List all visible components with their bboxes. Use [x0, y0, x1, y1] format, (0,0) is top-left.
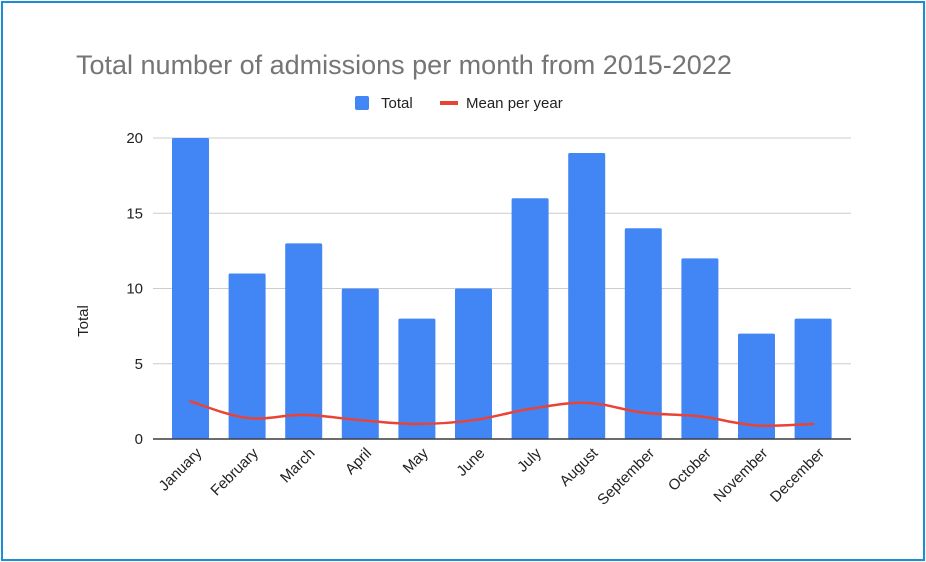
- x-tick-label-december: December: [767, 445, 828, 506]
- y-axis-title: Total: [75, 305, 92, 337]
- y-tick-label: 0: [135, 431, 143, 448]
- bar-september: [624, 228, 662, 439]
- x-tick-labels: January February March April May June July Augu…: [156, 444, 828, 508]
- bar-july: [511, 198, 549, 439]
- x-tick-label-june: June: [453, 445, 488, 480]
- mean-per-year-line: [189, 400, 815, 428]
- x-tick-label-april: April: [342, 445, 375, 478]
- bar-june: [455, 288, 492, 439]
- bar-may: [398, 318, 436, 439]
- x-tick-label-august: August: [556, 444, 602, 490]
- x-tick-label-september: September: [594, 445, 658, 509]
- x-tick-label-january: January: [156, 444, 206, 494]
- bar-november: [738, 333, 775, 439]
- y-tick-label: 15: [126, 205, 143, 222]
- y-tick-label: 5: [135, 356, 143, 373]
- x-tick-label-february: February: [207, 444, 262, 499]
- bar-series: [153, 138, 851, 440]
- legend-swatch-total: [355, 96, 369, 110]
- x-tick-label-may: May: [400, 444, 432, 476]
- x-tick-label-november: November: [710, 445, 771, 506]
- y-tick-label: 20: [126, 130, 143, 147]
- bar-april: [341, 288, 379, 439]
- chart-title: Total number of admissions per month fro…: [76, 50, 732, 80]
- x-tick-label-october: October: [665, 445, 715, 495]
- bar-october: [681, 258, 719, 439]
- bar-march: [285, 243, 323, 439]
- x-tick-label-march: March: [277, 445, 318, 486]
- bar-february: [228, 273, 266, 439]
- bar-january: [172, 138, 209, 439]
- legend-swatch-mean: [440, 101, 458, 105]
- legend-label-total: Total: [381, 95, 413, 112]
- y-tick-labels: 0 5 10 15 20: [126, 130, 143, 448]
- y-tick-label: 10: [126, 281, 143, 298]
- bar-august: [568, 153, 606, 440]
- legend-label-mean: Mean per year: [466, 95, 563, 112]
- x-tick-label-july: July: [514, 444, 545, 475]
- bar-december: [794, 318, 832, 439]
- legend: Total Mean per year: [355, 95, 563, 112]
- line-series: [189, 400, 815, 428]
